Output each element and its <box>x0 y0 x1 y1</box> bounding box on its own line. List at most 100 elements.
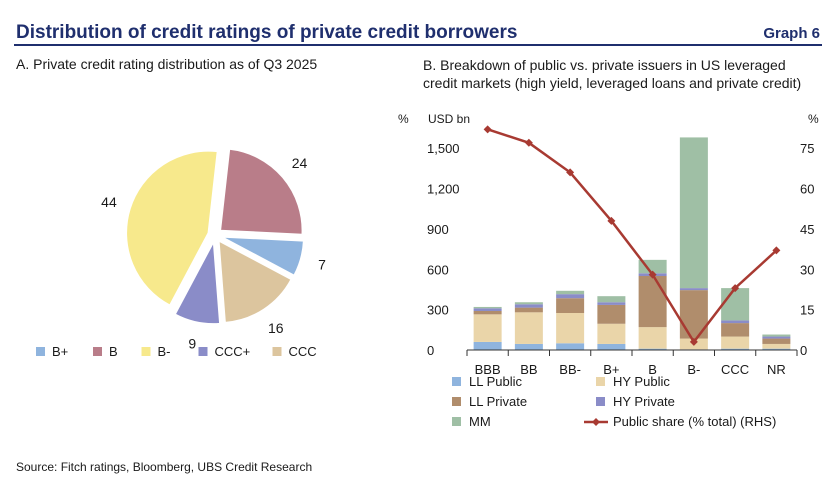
pie-legend-label: B <box>109 344 118 359</box>
pie-slice-ccc <box>217 239 293 324</box>
bar-mm-bb <box>514 302 543 305</box>
y-tick-label: 300 <box>427 303 449 318</box>
y2-tick-label: 30 <box>800 262 814 277</box>
x-tick-label: B- <box>687 362 700 377</box>
bar-ll-public-ccc <box>721 348 750 350</box>
legend-line-marker <box>592 418 600 426</box>
y2-tick-label: 15 <box>800 303 814 318</box>
y-tick-label: 600 <box>427 262 449 277</box>
pie-slice-ccc <box>174 239 221 325</box>
right-axis-unit: % <box>808 112 819 126</box>
bar-hy-private-b <box>679 288 708 291</box>
chart-b-title: B. Breakdown of public vs. private issue… <box>423 57 802 91</box>
pie-legend-label: B+ <box>52 344 68 359</box>
bar-ll-private-b <box>597 304 626 324</box>
bar-ll-public-b <box>638 348 667 350</box>
bar-hy-public-b <box>597 323 626 344</box>
bar-hy-private-nr <box>762 336 791 339</box>
legend-swatch-mm <box>452 417 461 426</box>
bar-ll-private-nr <box>762 338 791 344</box>
pie-value-label: 16 <box>268 320 284 336</box>
public-share-point <box>483 125 492 134</box>
bar-mm-ccc <box>721 288 750 321</box>
y2-tick-label: 0 <box>800 343 807 358</box>
pie-chart: 7 24 44 9 16 B+ B B- CCC+ CCC <box>36 148 326 359</box>
y2-tick-label: 60 <box>800 182 814 197</box>
pie-legend-swatch-ccc <box>198 347 208 356</box>
bar-ll-private-b <box>679 290 708 339</box>
y2-tick-label: 45 <box>800 222 814 237</box>
chart-a-title: A. Private credit rating distribution as… <box>16 56 318 72</box>
bar-hy-private-bb <box>556 294 585 299</box>
public-share-point <box>689 337 698 346</box>
pie-slice-b <box>221 236 305 277</box>
legend-label: HY Private <box>613 394 675 409</box>
legend-swatch-ll-private <box>452 397 461 406</box>
public-share-point <box>648 270 657 279</box>
y-tick-label: 900 <box>427 222 449 237</box>
bar-hy-public-ccc <box>721 336 750 349</box>
bar-ll-public-bb <box>514 343 543 350</box>
pie-legend-label: CCC <box>289 344 317 359</box>
bar-hy-private-b <box>597 302 626 305</box>
bar-ll-public-b <box>597 343 626 350</box>
legend-label: HY Public <box>613 374 670 389</box>
pie-slice-b <box>219 148 304 236</box>
bar-mm-b <box>679 137 708 289</box>
bar-hy-private-bb <box>514 304 543 308</box>
source-note: Source: Fitch ratings, Bloomberg, UBS Cr… <box>16 460 313 474</box>
legend-label: MM <box>469 414 491 429</box>
pie-legend-swatch-b <box>93 347 102 356</box>
pie-value-label: 9 <box>188 336 196 352</box>
y-tick-label: 1,200 <box>427 182 460 197</box>
bar-ll-public-nr <box>762 348 791 350</box>
y-tick-label: 0 <box>427 343 434 358</box>
public-share-line <box>487 128 778 345</box>
public-share-point <box>607 216 616 225</box>
x-tick-label: BBB <box>475 362 501 377</box>
bar-line-chart: % USD bn % 0 300 600 900 1,200 1,500 0 15 30 45 60 75 B… <box>398 112 819 429</box>
pie-legend-swatch-ccc <box>272 347 282 356</box>
x-tick-label: CCC <box>721 362 749 377</box>
bar-hy-public-b <box>638 327 667 349</box>
title-rule <box>14 44 822 46</box>
x-tick-label: B+ <box>603 362 619 377</box>
bar-ll-private-ccc <box>721 323 750 337</box>
public-share-point <box>731 284 740 293</box>
public-share-point <box>772 246 781 255</box>
x-tick-label: BB- <box>559 362 581 377</box>
y2-tick-label: 75 <box>800 141 814 156</box>
bar-ll-public-bbb <box>473 341 502 350</box>
legend-swatch-ll-public <box>452 377 461 386</box>
public-share-point <box>566 168 575 177</box>
bar-ll-private-bb <box>514 307 543 313</box>
legend-swatch-hy-public <box>596 377 605 386</box>
bar-ll-private-bb <box>556 298 585 313</box>
public-share-point <box>524 138 533 147</box>
bar-hy-public-bbb <box>473 314 502 342</box>
bar-ll-private-b <box>638 276 667 328</box>
x-tick-label: BB <box>520 362 537 377</box>
bar-hy-public-nr <box>762 343 791 349</box>
pie-value-label: 44 <box>101 194 117 210</box>
legend-label: LL Public <box>469 374 522 389</box>
x-tick-label: NR <box>767 362 786 377</box>
pie-legend-label: CCC+ <box>215 344 251 359</box>
x-tick-label: B <box>648 362 657 377</box>
pie-value-label: 24 <box>292 155 308 171</box>
legend-label: Public share (% total) (RHS) <box>613 414 776 429</box>
bar-mm-nr <box>762 334 791 337</box>
bar-hy-private-ccc <box>721 320 750 324</box>
pie-legend-swatch-b <box>36 347 45 356</box>
pie-slice-b <box>125 150 219 307</box>
bar-hy-public-bb <box>556 313 585 344</box>
pie-legend-swatch-b <box>141 347 151 356</box>
legend-label: LL Private <box>469 394 527 409</box>
y-axis-label: USD bn <box>428 112 470 126</box>
bar-mm-bb <box>556 290 585 295</box>
pie-value-label: 7 <box>318 256 326 272</box>
y-tick-label: 1,500 <box>427 141 460 156</box>
bar-ll-public-bb <box>556 343 585 350</box>
bar-mm-bbb <box>473 306 502 309</box>
bar-hy-private-bbb <box>473 308 502 311</box>
